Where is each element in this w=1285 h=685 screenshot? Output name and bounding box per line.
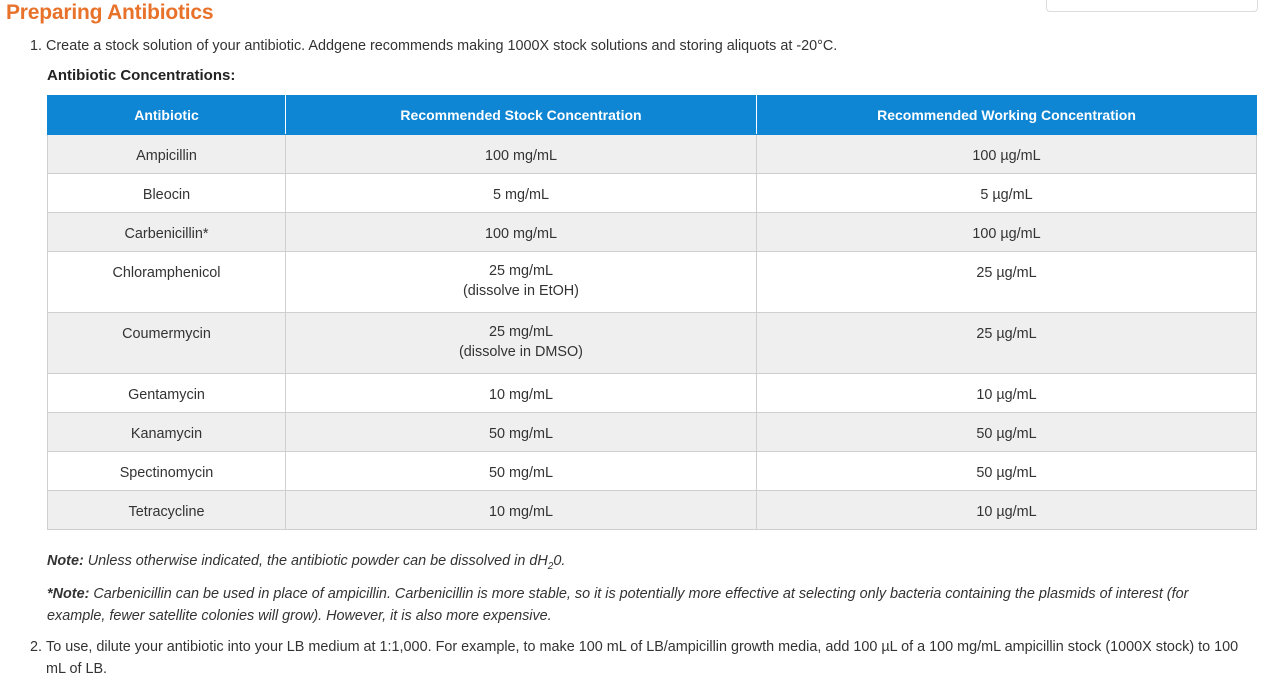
header-working: Recommended Working Concentration (756, 95, 1257, 135)
cell-antibiotic: Bleocin (47, 173, 286, 213)
table-row: Spectinomycin 50 mg/mL 50 µg/mL (47, 451, 1257, 491)
table-heading: Antibiotic Concentrations: (47, 67, 236, 84)
table-row: Gentamycin 10 mg/mL 10 µg/mL (47, 373, 1257, 413)
table-row: Tetracycline 10 mg/mL 10 µg/mL (47, 490, 1257, 530)
stock-note: (dissolve in DMSO) (459, 344, 583, 360)
cell-working: 10 µg/mL (756, 490, 1257, 530)
cell-stock: 25 mg/mL (dissolve in DMSO) (285, 312, 757, 374)
step-2-text: To use, dilute your antibiotic into your… (46, 639, 1239, 677)
cell-stock: 25 mg/mL (dissolve in EtOH) (285, 251, 757, 313)
table-row: Ampicillin 100 mg/mL 100 µg/mL (47, 134, 1257, 174)
cell-antibiotic: Gentamycin (47, 373, 286, 413)
antibiotic-table: Antibiotic Recommended Stock Concentrati… (47, 95, 1257, 530)
stock-value: 25 mg/mL (489, 263, 553, 279)
note-text-end: 0. (553, 553, 566, 569)
cell-antibiotic: Carbenicillin* (47, 212, 286, 252)
header-antibiotic: Antibiotic (47, 95, 286, 135)
table-row: Carbenicillin* 100 mg/mL 100 µg/mL (47, 212, 1257, 252)
step-1-text: Create a stock solution of your antibiot… (46, 38, 838, 54)
note-dissolve: Note: Unless otherwise indicated, the an… (47, 550, 1247, 578)
search-box[interactable] (1046, 0, 1258, 12)
note-text: Carbenicillin can be used in place of am… (47, 586, 1189, 624)
cell-working: 50 µg/mL (756, 412, 1257, 452)
cell-antibiotic: Coumermycin (47, 312, 286, 374)
cell-stock: 50 mg/mL (285, 451, 757, 491)
cell-stock: 10 mg/mL (285, 373, 757, 413)
cell-working: 5 µg/mL (756, 173, 1257, 213)
cell-antibiotic: Kanamycin (47, 412, 286, 452)
cell-working: 100 µg/mL (756, 134, 1257, 174)
note-subscript: 2 (547, 560, 554, 572)
cell-stock: 5 mg/mL (285, 173, 757, 213)
cell-stock: 10 mg/mL (285, 490, 757, 530)
table-header-row: Antibiotic Recommended Stock Concentrati… (47, 95, 1257, 135)
step-1-number: 1. (30, 38, 43, 54)
cell-working: 10 µg/mL (756, 373, 1257, 413)
note-label: Note: (47, 553, 84, 569)
cell-antibiotic: Spectinomycin (47, 451, 286, 491)
note-carbenicillin: *Note: Carbenicillin can be used in plac… (47, 583, 1247, 627)
cell-working: 100 µg/mL (756, 212, 1257, 252)
cell-working: 25 µg/mL (756, 251, 1257, 313)
cell-antibiotic: Ampicillin (47, 134, 286, 174)
table-row: Kanamycin 50 mg/mL 50 µg/mL (47, 412, 1257, 452)
table-row: Coumermycin 25 mg/mL (dissolve in DMSO) … (47, 312, 1257, 374)
note-label: *Note: (47, 586, 90, 602)
stock-value: 25 mg/mL (489, 324, 553, 340)
table-row: Chloramphenicol 25 mg/mL (dissolve in Et… (47, 251, 1257, 313)
note-text: Unless otherwise indicated, the antibiot… (83, 553, 548, 569)
cell-working: 50 µg/mL (756, 451, 1257, 491)
cell-stock: 100 mg/mL (285, 212, 757, 252)
cell-antibiotic: Chloramphenicol (47, 251, 286, 313)
table-row: Bleocin 5 mg/mL 5 µg/mL (47, 173, 1257, 213)
stock-note: (dissolve in EtOH) (463, 283, 579, 299)
step-2-number: 2. (30, 639, 43, 655)
page-title: Preparing Antibiotics (6, 1, 214, 24)
cell-antibiotic: Tetracycline (47, 490, 286, 530)
cell-stock: 100 mg/mL (285, 134, 757, 174)
cell-working: 25 µg/mL (756, 312, 1257, 374)
header-stock: Recommended Stock Concentration (285, 95, 757, 135)
cell-stock: 50 mg/mL (285, 412, 757, 452)
